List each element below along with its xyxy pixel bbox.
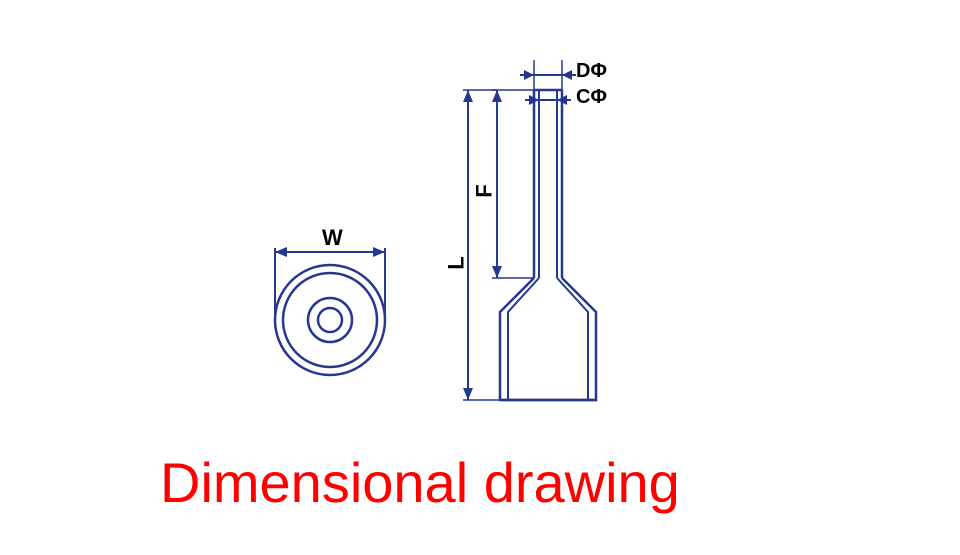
side-view: [463, 60, 596, 400]
dimensional-drawing: W DΦ CΦ F L Dimensional drawing: [0, 0, 960, 550]
drawing-title: Dimensional drawing: [160, 450, 680, 515]
label-d: DΦ: [576, 60, 607, 83]
label-l: L: [444, 256, 470, 269]
label-f: F: [472, 184, 498, 197]
top-view: [275, 247, 385, 375]
label-c: CΦ: [576, 86, 607, 109]
label-w: W: [322, 225, 343, 251]
